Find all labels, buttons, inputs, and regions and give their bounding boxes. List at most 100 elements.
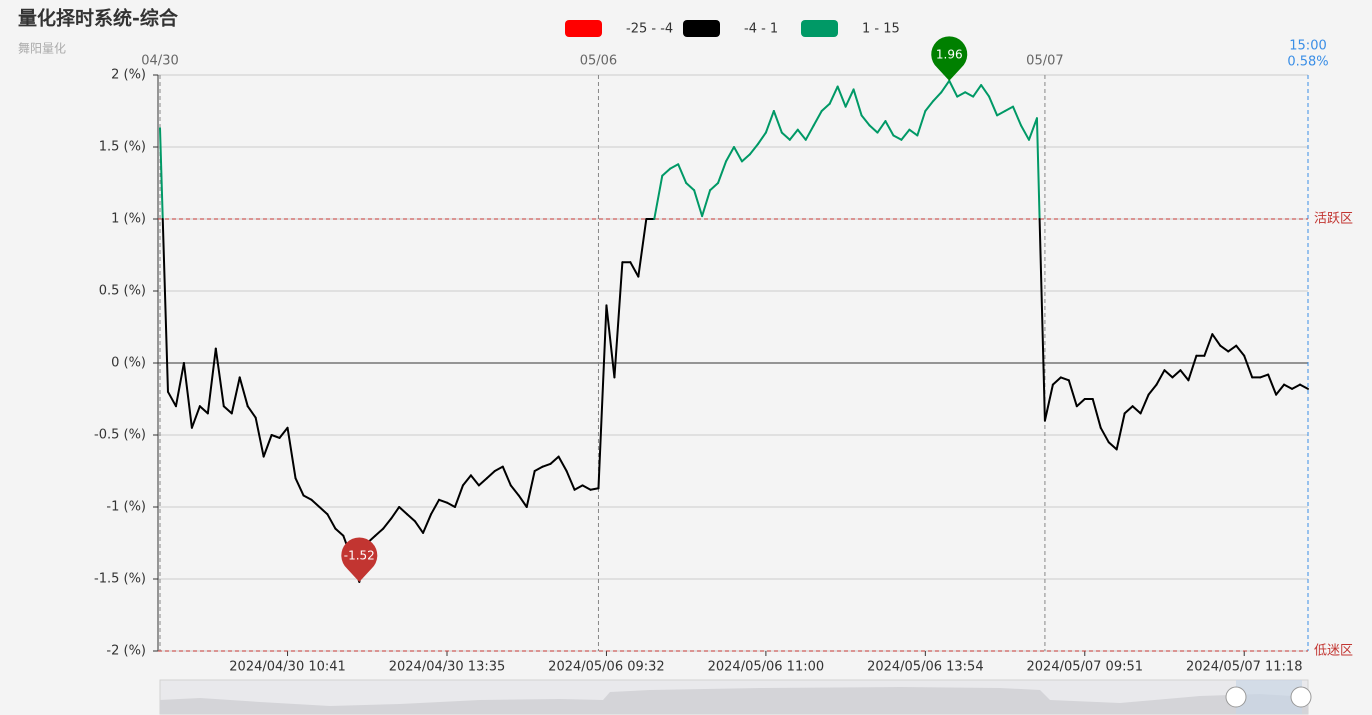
line-segment bbox=[501, 465, 512, 487]
line-segment bbox=[764, 110, 775, 134]
line-segment bbox=[812, 110, 823, 127]
line-segment bbox=[573, 484, 584, 491]
line-segment bbox=[972, 84, 983, 98]
legend-swatch bbox=[565, 20, 602, 37]
line-segment bbox=[748, 143, 759, 156]
line-segment bbox=[422, 513, 433, 534]
line-segment bbox=[629, 261, 640, 278]
line-segment bbox=[772, 110, 783, 134]
line-segment bbox=[198, 405, 209, 415]
line-segment bbox=[214, 347, 225, 408]
line-segment bbox=[485, 470, 496, 480]
line-segment bbox=[509, 484, 520, 497]
x-tick-label: 2024/05/07 11:18 bbox=[1186, 660, 1303, 675]
line-segment bbox=[182, 362, 193, 429]
line-segment bbox=[159, 127, 164, 220]
end-value: 0.58% bbox=[1287, 55, 1328, 70]
line-segment bbox=[557, 455, 568, 472]
line-segment bbox=[565, 470, 576, 491]
line-segment bbox=[1243, 354, 1254, 379]
line-segment bbox=[310, 498, 321, 508]
line-segment bbox=[541, 462, 552, 468]
line-segment bbox=[461, 474, 472, 487]
line-segment bbox=[709, 182, 720, 192]
day-label: 05/06 bbox=[580, 54, 617, 69]
line-segment bbox=[900, 128, 911, 141]
line-segment bbox=[374, 527, 385, 537]
mark-point bbox=[931, 36, 968, 81]
line-segment bbox=[1291, 383, 1302, 390]
x-tick-label: 2024/05/06 09:32 bbox=[548, 660, 665, 675]
x-tick-label: 2024/05/06 13:54 bbox=[867, 660, 984, 675]
line-segment bbox=[382, 517, 393, 530]
mark-line-label: 活跃区 bbox=[1314, 212, 1353, 227]
line-segment bbox=[230, 376, 241, 415]
zoom-handle[interactable] bbox=[1290, 686, 1312, 708]
line-segment bbox=[1179, 369, 1190, 382]
data-zoom[interactable] bbox=[159, 679, 1312, 715]
line-segment bbox=[294, 477, 305, 497]
zoom-handle[interactable] bbox=[1225, 686, 1247, 708]
line-segment bbox=[996, 110, 1007, 117]
x-tick-label: 2024/05/07 09:51 bbox=[1027, 660, 1144, 675]
line-segment bbox=[166, 390, 177, 408]
y-tick-label: -1 (%) bbox=[106, 500, 146, 515]
line-segment bbox=[1163, 369, 1174, 379]
line-segment bbox=[1038, 218, 1046, 422]
line-segment bbox=[1235, 344, 1246, 357]
line-segment bbox=[1051, 376, 1062, 386]
line-segment bbox=[1075, 398, 1086, 408]
line-segment bbox=[581, 484, 592, 491]
line-segment bbox=[1012, 105, 1022, 127]
line-segment bbox=[1139, 393, 1150, 415]
line-segment bbox=[1027, 117, 1038, 141]
x-tick-label: 2024/04/30 10:41 bbox=[229, 660, 346, 675]
line-segment bbox=[693, 189, 704, 218]
line-segment bbox=[844, 88, 855, 108]
x-tick-label: 2024/04/30 13:35 bbox=[389, 660, 506, 675]
legend-swatch bbox=[801, 20, 838, 37]
line-segment bbox=[932, 91, 943, 102]
line-segment bbox=[613, 261, 624, 379]
line-segment bbox=[1187, 354, 1198, 382]
line-segment bbox=[398, 506, 409, 516]
line-segment bbox=[820, 102, 831, 112]
line-segment bbox=[661, 167, 672, 177]
legend-label: -25 - -4 bbox=[626, 22, 673, 37]
line-segment bbox=[669, 163, 680, 170]
line-segment bbox=[525, 470, 536, 508]
line-segment bbox=[533, 465, 544, 472]
line-segment bbox=[876, 120, 887, 134]
line-segment bbox=[246, 405, 257, 419]
line-segment bbox=[653, 174, 664, 220]
line-segment bbox=[1227, 344, 1238, 353]
line-segment bbox=[414, 520, 425, 534]
y-tick-label: 1 (%) bbox=[111, 212, 146, 227]
mark-line-label: 低迷区 bbox=[1314, 644, 1353, 659]
zoom-preview bbox=[160, 687, 1308, 714]
line-segment bbox=[908, 128, 919, 137]
line-segment bbox=[174, 362, 185, 408]
line-segment bbox=[334, 527, 345, 537]
line-segment bbox=[1123, 405, 1134, 415]
legend-label: 1 - 15 bbox=[862, 22, 900, 37]
line-segment bbox=[1004, 105, 1015, 112]
y-tick-label: 1.5 (%) bbox=[99, 140, 146, 155]
line-segment bbox=[1067, 379, 1078, 408]
line-segment bbox=[868, 124, 879, 134]
x-tick-label: 2024/05/06 11:00 bbox=[708, 660, 825, 675]
line-segment bbox=[222, 405, 233, 415]
line-segment bbox=[589, 487, 600, 491]
legend-swatch bbox=[683, 20, 720, 37]
line-segment bbox=[685, 182, 696, 192]
line-segment bbox=[892, 134, 903, 141]
series-line bbox=[159, 79, 1309, 583]
line-segment bbox=[597, 304, 608, 490]
mark-point-label: -1.52 bbox=[344, 548, 375, 562]
line-segment bbox=[1283, 383, 1294, 390]
mark-point bbox=[341, 537, 378, 582]
line-segment bbox=[948, 79, 959, 98]
line-segment bbox=[1211, 333, 1222, 347]
line-segment bbox=[1267, 373, 1278, 396]
